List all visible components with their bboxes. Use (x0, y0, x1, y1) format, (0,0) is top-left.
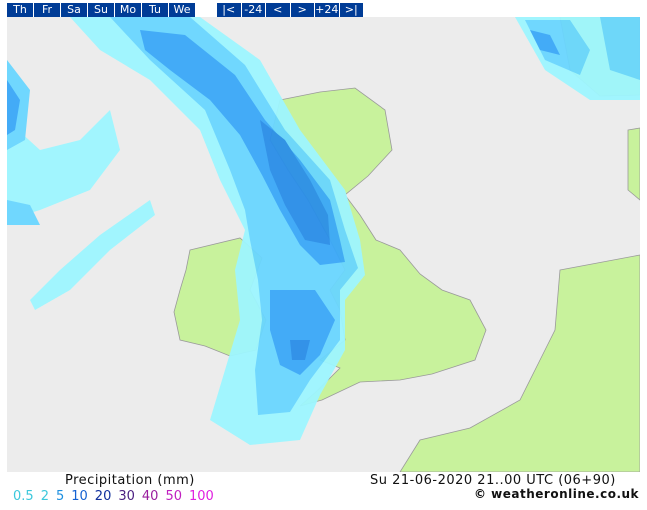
day-button[interactable]: Tu (142, 3, 168, 17)
step-button[interactable]: >| (339, 3, 363, 17)
day-button[interactable]: Su (88, 3, 114, 17)
legend-level: 50 (165, 489, 182, 504)
day-button[interactable]: Mo (115, 3, 141, 17)
legend-level: 100 (188, 489, 214, 504)
legend-level: 5 (55, 489, 65, 504)
legend-level: 40 (141, 489, 159, 504)
legend-title: Precipitation (mm) (65, 473, 195, 488)
step-button[interactable]: |< (217, 3, 241, 17)
day-button[interactable]: We (169, 3, 195, 17)
credit: © weatheronline.co.uk (474, 487, 640, 501)
legend-levels: 0.5 2 5 10 20 30 40 50 100 (13, 489, 214, 504)
legend-level: 10 (71, 489, 88, 504)
day-nav: Th Fr Sa Su Mo Tu We (7, 3, 196, 17)
day-button[interactable]: Fr (34, 3, 60, 17)
forecast-date: Su 21-06-2020 21..00 UTC (06+90) (370, 473, 616, 488)
step-button[interactable]: -24 (241, 3, 265, 17)
day-button[interactable]: Th (7, 3, 33, 17)
step-nav: |< -24 < > +24 >| (217, 3, 364, 17)
weather-map (7, 17, 640, 472)
legend-level: 20 (94, 489, 112, 504)
legend-level: 0.5 (13, 489, 34, 504)
legend-level: 2 (40, 489, 49, 504)
step-button[interactable]: > (290, 3, 314, 17)
legend-level: 30 (118, 489, 135, 504)
step-button[interactable]: < (266, 3, 290, 17)
step-button[interactable]: +24 (315, 3, 339, 17)
day-button[interactable]: Sa (61, 3, 87, 17)
